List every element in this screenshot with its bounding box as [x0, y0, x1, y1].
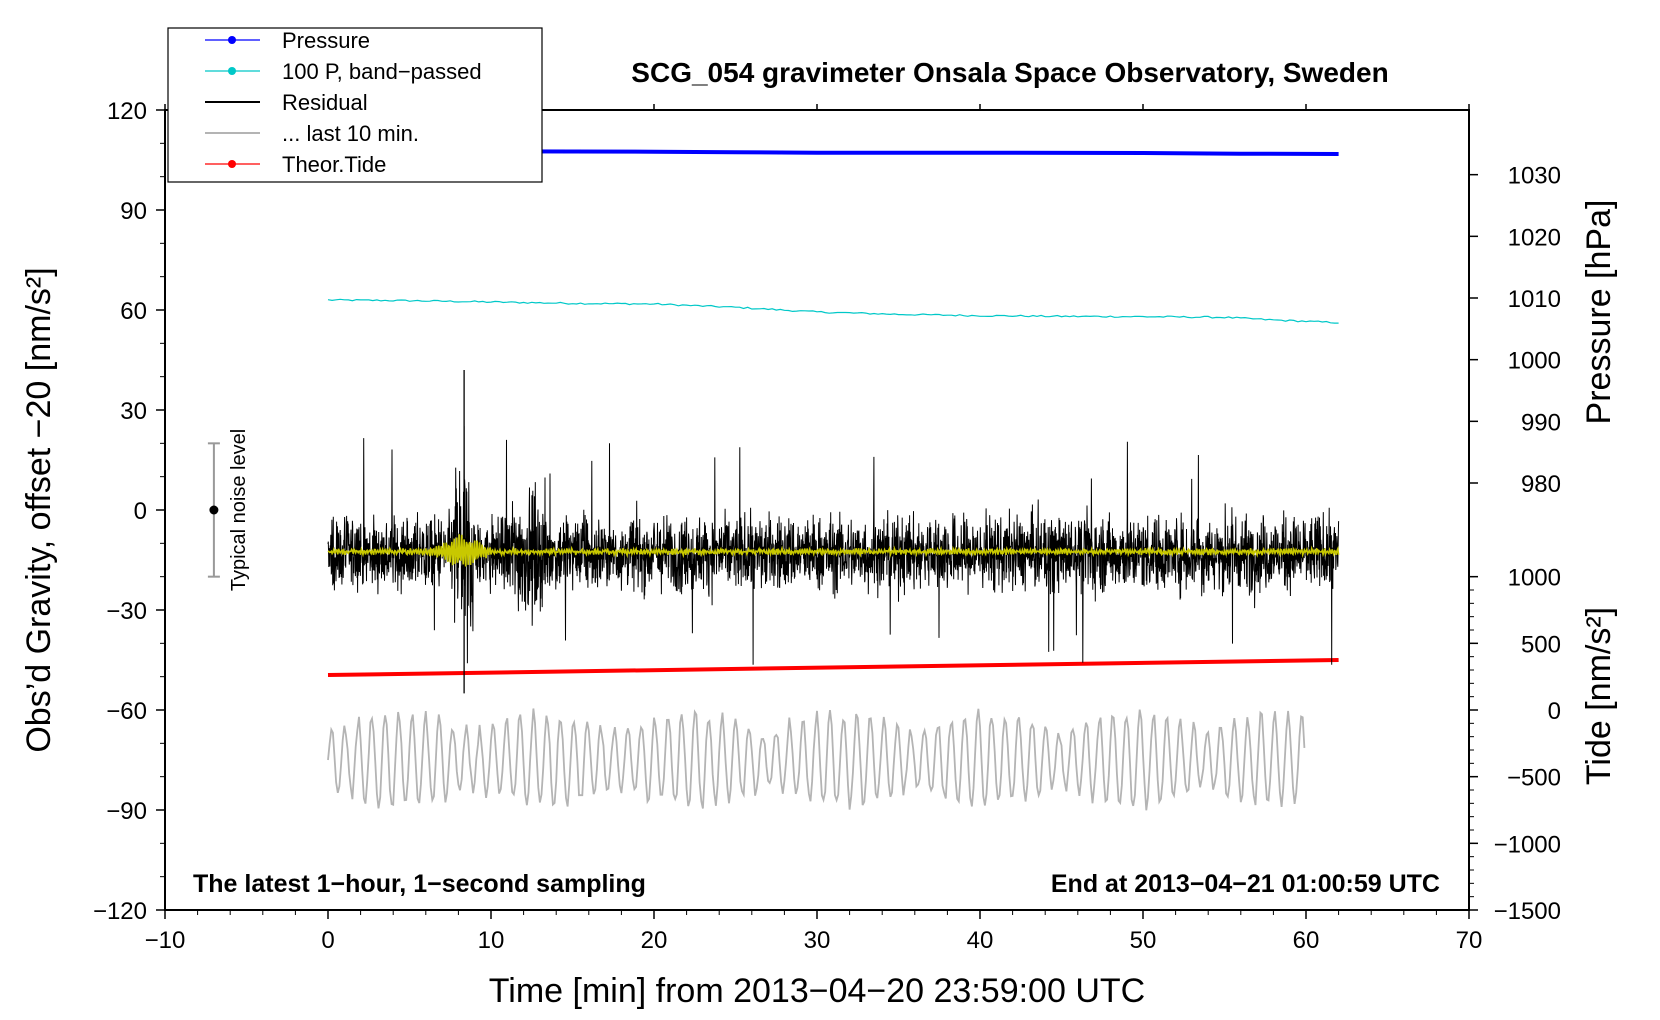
- legend: Pressure 100 P, band−passed Residual ... la…: [167, 27, 543, 183]
- legend-marker: [228, 160, 236, 168]
- pressure-tick-label: 990: [1521, 409, 1561, 436]
- legend-label: Theor.Tide: [282, 152, 386, 177]
- pressure-tick-label: 1030: [1508, 163, 1561, 190]
- y-left-tick-label: 30: [120, 398, 147, 425]
- note-end-time: End at 2013−04−21 01:00:59 UTC: [1051, 870, 1440, 898]
- y-left-tick-label: −60: [106, 698, 147, 725]
- tide-tick-label: 500: [1521, 631, 1561, 658]
- x-tick-label: 60: [1293, 927, 1320, 954]
- residual-line: [327, 426, 1340, 665]
- y-axis-title-left: Obs’d Gravity, offset −20 [nm/s²]: [20, 267, 58, 752]
- x-tick-label: 30: [804, 927, 831, 954]
- x-tick-label: 50: [1130, 927, 1157, 954]
- y-left-tick-label: 120: [107, 98, 147, 125]
- x-tick-label: 70: [1456, 927, 1483, 954]
- pressure-tick-label: 1010: [1508, 286, 1561, 313]
- noise-bar-center: [209, 505, 219, 515]
- x-tick-label: 40: [967, 927, 994, 954]
- legend-label: Residual: [282, 90, 368, 115]
- tide-tick-label: −500: [1507, 765, 1561, 792]
- x-tick-label: −10: [145, 927, 186, 954]
- y-left-tick-label: −120: [93, 898, 147, 925]
- pressure-tick-label: 1000: [1508, 348, 1561, 375]
- pressure-tick-label: 1020: [1508, 224, 1561, 251]
- noise-level-label: Typical noise level: [228, 429, 250, 591]
- series-group: [327, 149, 1340, 811]
- tide-tick-label: −1000: [1494, 831, 1561, 858]
- chart-title: SCG_054 gravimeter Onsala Space Observat…: [631, 57, 1388, 88]
- noise-level-bar: [207, 442, 220, 578]
- legend-marker: [228, 67, 236, 75]
- x-tick-label: 20: [641, 927, 668, 954]
- bandpassed-pressure-line: [327, 298, 1339, 324]
- tide-line: [327, 658, 1339, 677]
- x-axis-title: Time [min] from 2013−04−20 23:59:00 UTC: [489, 972, 1145, 1010]
- y-left-tick-label: −90: [106, 798, 147, 825]
- axis-ticks: −10 0 10 20 30 40 50 60 701209060300−30−60−90−12…: [93, 98, 1561, 954]
- y-left-tick-label: −30: [106, 598, 147, 625]
- y-axis-title-tide: Tide [nm/s²]: [1580, 607, 1618, 785]
- pressure-line: [328, 149, 1339, 156]
- last-10-min-line: [327, 708, 1306, 811]
- tide-tick-label: 0: [1548, 698, 1561, 725]
- legend-label: Pressure: [282, 28, 370, 53]
- legend-box: [167, 27, 543, 183]
- tide-tick-label: 1000: [1508, 565, 1561, 592]
- x-tick-label: 0: [321, 927, 334, 954]
- residual-smoothed-line: [327, 534, 1340, 567]
- legend-marker: [228, 36, 236, 44]
- y-left-tick-label: 0: [134, 498, 147, 525]
- y-left-tick-label: 60: [120, 298, 147, 325]
- plot-frame: [164, 109, 1470, 911]
- note-latest-hour: The latest 1−hour, 1−second sampling: [193, 870, 646, 898]
- tide-tick-label: −1500: [1494, 898, 1561, 925]
- legend-label: 100 P, band−passed: [282, 59, 482, 84]
- y-left-tick-label: 90: [120, 198, 147, 225]
- legend-label: ... last 10 min.: [282, 121, 419, 146]
- pressure-tick-label: 980: [1521, 471, 1561, 498]
- x-tick-label: 10: [478, 927, 505, 954]
- y-axis-title-pressure: Pressure [hPa]: [1580, 200, 1618, 425]
